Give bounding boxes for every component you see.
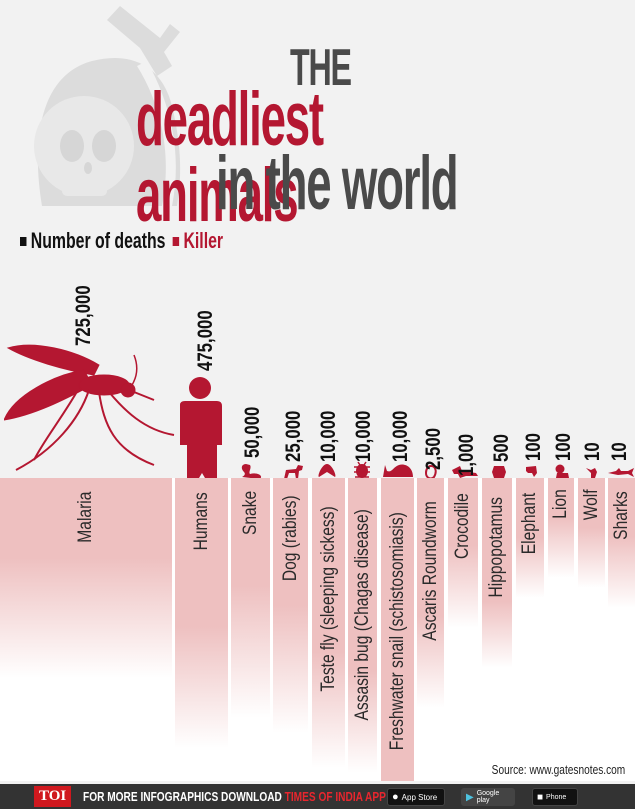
value-label-elephant: 100 bbox=[522, 432, 545, 461]
legend-label-killer: Killer bbox=[183, 228, 224, 253]
source-note: Source: www.gatesnotes.com bbox=[491, 762, 625, 777]
app-store-label: App Store bbox=[401, 792, 438, 802]
title-line-2: deadliest animals bbox=[136, 77, 324, 238]
shark-icon bbox=[608, 468, 634, 477]
bar-ascaris: Ascaris Roundworm bbox=[417, 478, 444, 708]
bar-sharks: Sharks bbox=[608, 478, 635, 608]
category-label: Sharks bbox=[610, 491, 632, 540]
value-label-snail: 10,000 bbox=[389, 410, 412, 462]
google-play-label: Google play bbox=[476, 790, 500, 804]
mosquito-icon bbox=[4, 344, 175, 471]
app-store-badge[interactable]: ● App Store bbox=[387, 788, 445, 806]
category-label: Teste fly (sleeping sickess) bbox=[317, 506, 339, 692]
bar-teste-fly: Teste fly (sleeping sickess) bbox=[312, 478, 345, 768]
category-label: Assasin bug (Chagas disease) bbox=[351, 509, 373, 721]
bar-elephant: Elephant bbox=[516, 478, 544, 598]
value-label-hippo: 500 bbox=[490, 433, 513, 462]
bar-dog: Dog (rabies) bbox=[273, 478, 308, 733]
toi-logo: TOI bbox=[34, 786, 72, 807]
value-label-sharks: 10 bbox=[608, 442, 631, 461]
legend-swatch-red bbox=[172, 236, 180, 246]
value-label-worm: 2,500 bbox=[422, 427, 445, 470]
legend: Number of deaths Killer bbox=[20, 228, 230, 254]
windows-icon: ■ bbox=[537, 791, 544, 803]
wolf-icon bbox=[586, 468, 597, 478]
bar-humans: Humans bbox=[175, 478, 228, 748]
value-label-snake: 50,000 bbox=[241, 406, 264, 458]
fly-icon bbox=[318, 464, 336, 477]
value-label-bug: 10,000 bbox=[352, 410, 375, 462]
legend-item-killer: Killer bbox=[172, 228, 224, 254]
category-label: Ascaris Roundworm bbox=[419, 501, 441, 641]
bug-icon bbox=[354, 461, 370, 478]
title-line-3: in the world bbox=[216, 141, 459, 226]
category-label: Humans bbox=[190, 492, 212, 551]
hippo-icon bbox=[492, 466, 506, 478]
bar-snake: Snake bbox=[231, 478, 270, 718]
bar-lion: Lion bbox=[548, 478, 574, 578]
legend-swatch-black bbox=[20, 236, 27, 246]
crocodile-icon bbox=[452, 466, 478, 478]
category-label: Malaria bbox=[75, 491, 96, 543]
value-label-humans: 475,000 bbox=[194, 310, 217, 371]
category-label: Elephant bbox=[519, 492, 540, 555]
category-label: Snake bbox=[239, 490, 261, 536]
value-label-lion: 100 bbox=[552, 432, 575, 461]
bar-wolf: Wolf bbox=[578, 478, 605, 588]
footer-text: FOR MORE INFOGRAPHICS DOWNLOAD TIMES OF … bbox=[83, 789, 387, 804]
bar-hippopotamus: Hippopotamus bbox=[482, 478, 512, 668]
category-label: Dog (rabies) bbox=[279, 495, 301, 582]
value-label-malaria: 725,000 bbox=[72, 285, 95, 346]
windows-phone-badge[interactable]: ■ Phone bbox=[532, 788, 578, 806]
human-icon bbox=[180, 377, 222, 478]
dog-icon bbox=[284, 465, 303, 479]
category-label: Hippopotamus bbox=[486, 497, 507, 598]
snake-icon bbox=[241, 464, 262, 479]
value-label-crocodile: 1,000 bbox=[455, 433, 478, 476]
apple-icon: ● bbox=[392, 791, 399, 803]
grim-reaper-icon bbox=[34, 6, 181, 206]
play-icon: ▶ bbox=[466, 791, 474, 803]
value-label-fly: 10,000 bbox=[317, 410, 340, 462]
title-line-1: THE bbox=[290, 39, 352, 97]
bar-freshwater-snail: Freshwater snail (schistosomiasis) bbox=[381, 478, 414, 781]
windows-phone-label: Phone bbox=[546, 793, 567, 801]
snail-icon bbox=[383, 464, 413, 477]
value-label-dog: 25,000 bbox=[282, 410, 305, 462]
bar-assasin-bug: Assasin bug (Chagas disease) bbox=[348, 478, 377, 773]
legend-item-deaths: Number of deaths bbox=[20, 228, 165, 254]
category-label: Wolf bbox=[580, 489, 602, 521]
elephant-icon bbox=[526, 466, 537, 477]
lion-icon bbox=[555, 464, 569, 478]
footer-banner: TOI FOR MORE INFOGRAPHICS DOWNLOAD TIMES… bbox=[0, 784, 635, 809]
bar-malaria: Malaria bbox=[0, 478, 172, 678]
category-label: Crocodile bbox=[452, 493, 473, 560]
category-label: Lion bbox=[550, 489, 571, 519]
value-label-wolf: 10 bbox=[581, 442, 604, 461]
bar-crocodile: Crocodile bbox=[448, 478, 478, 628]
legend-label-deaths: Number of deaths bbox=[30, 228, 166, 253]
google-play-badge[interactable]: ▶ Google play bbox=[461, 788, 515, 806]
category-label: Freshwater snail (schistosomiasis) bbox=[386, 512, 408, 751]
